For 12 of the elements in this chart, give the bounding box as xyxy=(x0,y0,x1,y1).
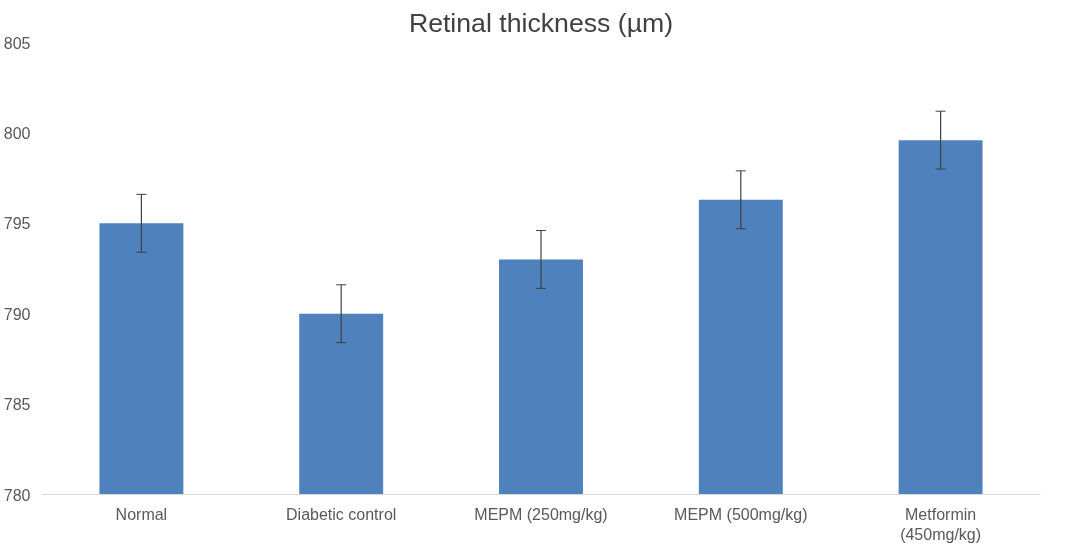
x-tick-label: Metformin (450mg/kg) xyxy=(900,505,982,543)
y-tick-label: 780 xyxy=(3,486,31,504)
y-tick-label: 785 xyxy=(3,396,31,414)
y-tick-label: 790 xyxy=(3,305,31,323)
x-tick-label: MEPM (250mg/kg) xyxy=(474,505,608,523)
x-tick-label: Normal xyxy=(115,505,168,523)
y-tick-label: 805 xyxy=(3,34,31,52)
y-tick-label: 800 xyxy=(3,124,31,142)
x-tick-label: MEPM (500mg/kg) xyxy=(674,505,808,523)
chart-title: Retinal thickness (µm) xyxy=(408,7,674,38)
x-tick-label: Diabetic control xyxy=(286,505,397,523)
y-tick-label: 795 xyxy=(3,215,31,233)
